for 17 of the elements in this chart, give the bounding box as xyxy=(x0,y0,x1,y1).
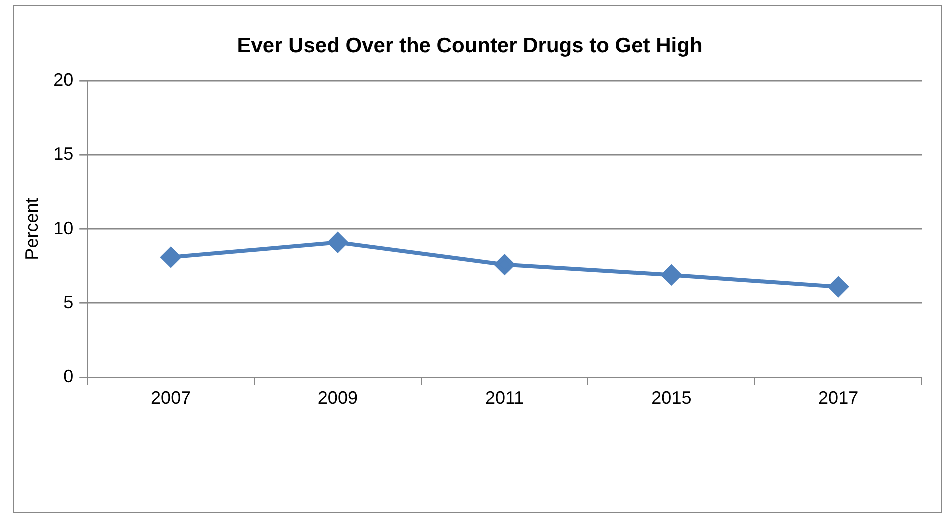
y-tick-label: 15 xyxy=(54,144,74,164)
y-axis-title: Percent xyxy=(22,198,42,260)
chart-title: Ever Used Over the Counter Drugs to Get High xyxy=(237,34,703,58)
y-tick-label: 10 xyxy=(54,218,74,238)
x-tick-label: 2011 xyxy=(485,388,524,408)
x-tick-label: 2007 xyxy=(151,388,192,408)
y-tick-label: 5 xyxy=(64,292,74,312)
point xyxy=(828,277,849,298)
point xyxy=(494,254,515,275)
point xyxy=(662,265,682,286)
y-tick-label: 20 xyxy=(54,70,74,90)
point xyxy=(328,232,348,253)
x-tick-label: 2015 xyxy=(652,388,692,408)
point xyxy=(161,247,182,268)
y-tick-label: 0 xyxy=(64,366,74,386)
x-tick-label: 2009 xyxy=(318,388,358,408)
x-tick-label: 2017 xyxy=(818,388,859,408)
